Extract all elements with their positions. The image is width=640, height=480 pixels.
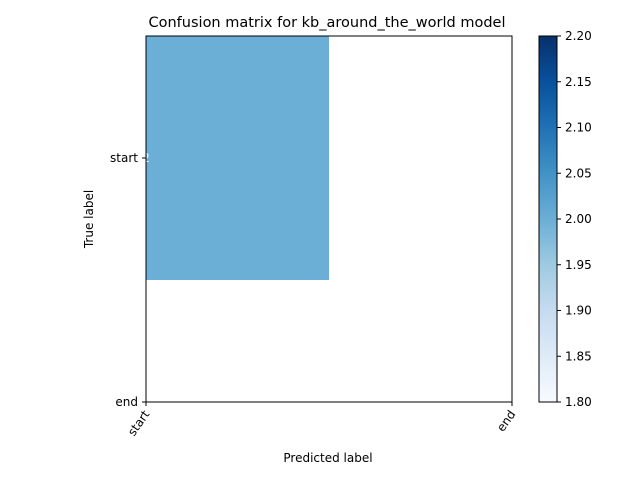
x-axis-ticks: start end bbox=[125, 402, 518, 439]
colorbar-tick-label: 2.00 bbox=[565, 212, 592, 226]
colorbar-tick-label: 1.80 bbox=[565, 395, 592, 409]
colorbar-tick-label: 2.05 bbox=[565, 166, 592, 180]
colorbar-tick-label: 1.90 bbox=[565, 304, 592, 318]
x-tick-label: end bbox=[494, 408, 518, 435]
y-tick-label: end bbox=[115, 395, 138, 409]
plot-frame bbox=[145, 35, 513, 403]
colorbar bbox=[538, 35, 558, 403]
colorbar-tick-label: 2.10 bbox=[565, 121, 592, 135]
y-axis-label: True label bbox=[82, 190, 96, 249]
chart-title: Confusion matrix for kb_around_the_world… bbox=[149, 15, 506, 31]
colorbar-tick-label: 1.95 bbox=[565, 258, 592, 272]
matrix-cells: 2 bbox=[142, 36, 329, 280]
matrix-cell bbox=[146, 36, 329, 280]
colorbar-tick-label: 2.15 bbox=[565, 75, 592, 89]
y-tick-label: start bbox=[110, 151, 138, 165]
x-tick-label: start bbox=[125, 407, 153, 438]
colorbar-ticks: 1.80 1.85 1.90 1.95 2.00 2.05 2.10 2.15 2.20 bbox=[557, 29, 592, 409]
x-axis-label: Predicted label bbox=[283, 451, 372, 465]
colorbar-tick-label: 1.85 bbox=[565, 349, 592, 363]
colorbar-tick-label: 2.20 bbox=[565, 29, 592, 43]
y-axis-ticks: start end bbox=[110, 151, 146, 409]
